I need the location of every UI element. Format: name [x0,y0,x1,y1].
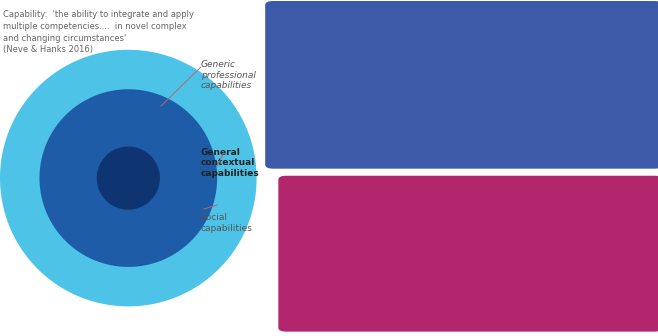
Text: 1.  Person-centred practice: 1. Person-centred practice [293,185,422,195]
Text: 9.  Research and Scholarship: 9. Research and Scholarship [280,145,407,154]
Text: Social
capabilities: Social capabilities [201,213,253,233]
Text: 5.  Leadership and team working: 5. Leadership and team working [280,79,424,88]
Text: ethnicity and health, modern slavery, homelessness: ethnicity and health, modern slavery, ho… [293,298,524,307]
Text: 4.  Systems working (including models of care,: 4. Systems working (including models of … [293,256,490,265]
Text: General
contextual
capabilities: General contextual capabilities [201,148,259,178]
FancyBboxPatch shape [265,1,658,169]
Text: 7.  Safeguarding vulnerable groups: 7. Safeguarding vulnerable groups [280,112,434,121]
Text: decision making, multidisciplinary working): decision making, multidisciplinary worki… [293,214,486,223]
Text: 6.  Patient safety and quality improvement: 6. Patient safety and quality improvemen… [280,96,467,105]
Polygon shape [286,228,315,272]
Text: system leadership): system leadership) [293,270,384,279]
Polygon shape [273,60,299,101]
Polygon shape [39,89,217,267]
Text: 1.  Professional values & behaviours: 1. Professional values & behaviours [280,13,438,23]
Text: 3.  Population health (including epidemiology,: 3. Population health (including epidemio… [293,228,487,237]
FancyBboxPatch shape [278,176,658,332]
Text: 8.  Education and training: 8. Education and training [280,129,393,138]
Text: Generic
professional
capabilities: Generic professional capabilities [201,60,255,90]
Text: 3.  Professional knowledge: 3. Professional knowledge [280,46,397,55]
Text: value-based healthcare): value-based healthcare) [293,242,406,251]
Text: 6.  Environmental sustainability: 6. Environmental sustainability [293,312,426,322]
Text: 4.  Health promotion and illness prevention: 4. Health promotion and illness preventi… [280,63,469,72]
Polygon shape [97,146,160,210]
Text: Capability:  'the ability to integrate and apply
multiple competencies....  in n: Capability: 'the ability to integrate an… [3,10,194,54]
Polygon shape [0,50,257,306]
Text: 5.  Social Justice and health equity (including: 5. Social Justice and health equity (inc… [293,284,483,293]
Text: 2.  Complex Multimorbidity (including complex: 2. Complex Multimorbidity (including com… [293,200,490,209]
Text: 2.  Professional Skills: 2. Professional Skills [280,30,372,39]
